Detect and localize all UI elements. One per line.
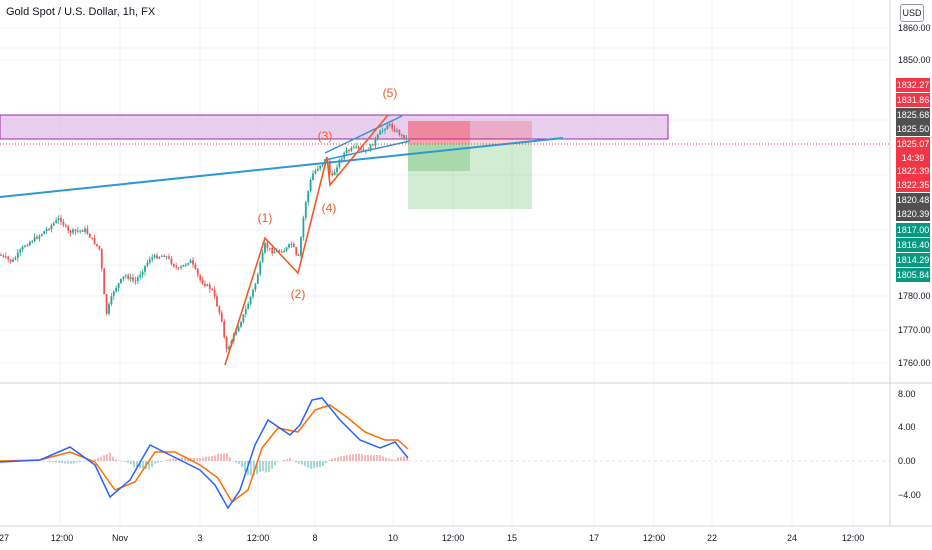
price-tag [896,164,930,178]
time-tick-label: 24 [787,533,797,543]
candlestick-series [0,121,408,353]
symbol-title[interactable]: Gold Spot / U.S. Dollar, 1h, FX [6,6,156,18]
price-tag-label: 1831.86 [897,95,930,105]
stop-loss-zone-filled [408,121,470,144]
macd-tick-label: 0.00 [898,456,916,466]
price-tag-label: 1814.29 [897,255,930,265]
elliott-wave-path[interactable] [224,114,389,366]
time-tick-label: 12:00 [247,533,270,543]
wave-label: (4) [322,201,337,215]
wave-label: (2) [291,287,306,301]
time-axis[interactable]: 27 12:00 Nov 3 12:00 8 10 12:00 15 17 12:00 22 24 12:… [0,533,864,543]
price-tag-label: 1832.27 [897,80,930,90]
price-tag-label: 1822.35 [897,180,930,190]
price-tags: 1832.27 1831.86 1825.68 1825.50 1825.07 14:39… [896,78,930,282]
price-tag [896,193,930,207]
price-tag [896,178,930,192]
resistance-zone[interactable] [0,114,669,140]
price-tag [896,223,930,237]
wave-label: (3) [318,129,333,143]
price-tick-label: 1770.00 [898,325,931,335]
time-tick-label: 12:00 [643,533,666,543]
price-tag-label: 1825.07 [897,139,930,149]
price-tag [896,238,930,252]
time-tick-label: 17 [589,533,599,543]
price-tag-label: 1825.50 [897,124,930,134]
wave-label: (1) [258,211,273,225]
wave-labels: (1) (2) (3) (4) (5) [258,86,398,301]
countdown-label: 14:39 [902,153,925,163]
price-tag [896,207,930,221]
wedge-upper-line[interactable] [324,115,403,154]
price-tick-label: 1850.00 [898,55,931,65]
signal-line [0,404,409,504]
price-tag [896,108,930,122]
chart-grid [0,0,932,527]
price-tag [896,122,930,136]
macd-indicator [0,397,890,510]
macd-axis[interactable]: 8.00 4.00 0.00 −4.00 [898,389,921,500]
price-tag-label: 1820.39 [897,209,930,219]
time-tick-label: 22 [707,533,717,543]
time-tick-label: 15 [507,533,517,543]
price-tick-label: 1780.00 [898,291,931,301]
macd-line [0,397,409,510]
price-tag-label: 1805.84 [897,270,930,280]
price-axis[interactable]: 1860.00 1850.00 1780.00 1770.00 1760.00 [898,23,931,368]
macd-tick-label: −4.00 [898,490,921,500]
time-tick-label: 8 [312,533,317,543]
price-tag-label: 1817.00 [897,225,930,235]
wave-label: (5) [383,86,398,100]
time-tick-label: Nov [112,533,129,543]
price-tag-label: 1825.68 [897,110,930,120]
price-tag-label: 1816.40 [897,240,930,250]
price-tag [896,268,930,282]
price-tag-label: 1822.39 [897,166,930,176]
time-tick-label: 12:00 [51,533,74,543]
price-tag [896,78,930,92]
time-tick-label: 27 [0,533,9,543]
time-tick-label: 12:00 [842,533,865,543]
countdown-tag [896,151,930,164]
price-tag-label: 1820.48 [897,195,930,205]
take-profit-zone[interactable] [408,144,532,209]
stop-loss-zone[interactable] [408,121,532,144]
price-tag [896,93,930,107]
time-tick-label: 12:00 [442,533,465,543]
price-tag [896,137,930,151]
support-trendline[interactable] [0,137,564,198]
macd-tick-label: 8.00 [898,389,916,399]
price-tick-label: 1860.00 [898,23,931,33]
price-tick-label: 1760.00 [898,358,931,368]
macd-tick-label: 4.00 [898,422,916,432]
wedge-lower-line[interactable] [324,140,411,161]
time-tick-label: 10 [388,533,398,543]
time-tick-label: 3 [197,533,202,543]
price-tag [896,253,930,267]
currency-button[interactable]: USD [900,4,924,22]
